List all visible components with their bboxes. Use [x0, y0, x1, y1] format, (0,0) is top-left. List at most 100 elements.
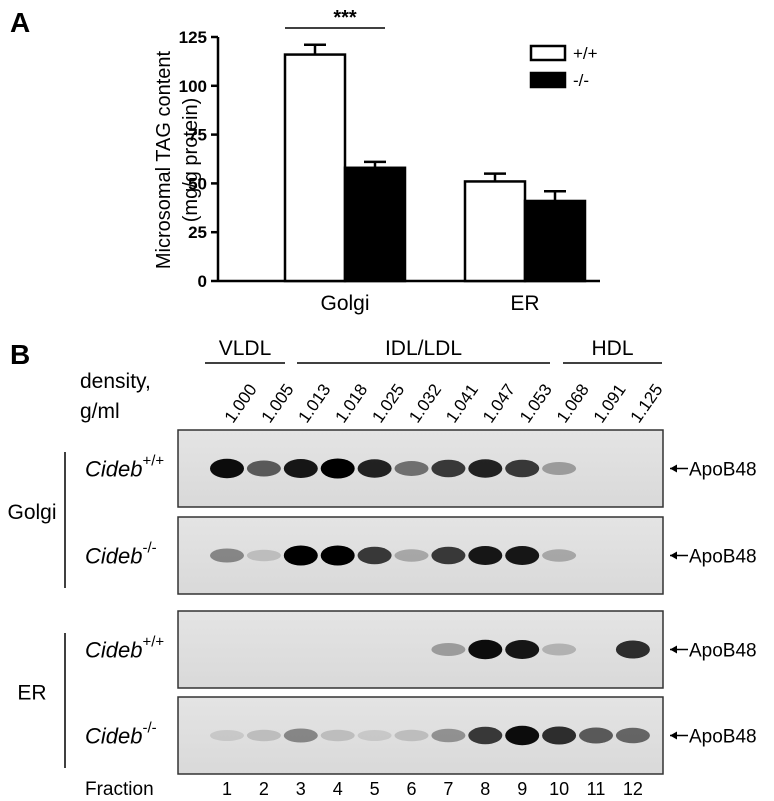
density-value: 1.125 — [627, 381, 667, 427]
blot-band — [357, 546, 392, 565]
fraction-number: 10 — [549, 779, 569, 799]
density-label: g/ml — [80, 400, 120, 423]
density-label: density, — [80, 370, 151, 393]
legend-label: -/- — [573, 71, 589, 90]
blot-image — [177, 516, 664, 595]
legend-label: +/+ — [573, 44, 598, 63]
genotype-label: Cideb+/+ — [85, 634, 164, 663]
blot-band — [579, 727, 613, 744]
blot-band — [320, 545, 355, 566]
y-axis-label: Microsomal TAG content — [153, 50, 175, 269]
y-tick-label: 25 — [188, 223, 207, 242]
genotype-label: Cideb-/- — [85, 720, 157, 749]
y-tick-label: 0 — [198, 272, 207, 291]
fraction-number: 8 — [480, 779, 490, 799]
error-bar — [484, 172, 506, 182]
density-value: 1.000 — [221, 381, 261, 427]
blot-band — [615, 727, 650, 744]
density-value: 1.005 — [258, 381, 298, 427]
genotype-label: Cideb+/+ — [85, 453, 164, 482]
blot-band — [542, 549, 577, 562]
fraction-number: 4 — [333, 779, 343, 799]
blot-image — [177, 610, 664, 689]
blot-band — [210, 730, 244, 741]
fraction-group-label: HDL — [591, 337, 633, 360]
genotype-superscript: -/- — [142, 720, 156, 737]
genotype-label: Cideb-/- — [85, 540, 157, 569]
panel-label: A — [10, 7, 30, 38]
genotype-name: Cideb — [85, 638, 142, 663]
fraction-number: 12 — [623, 779, 643, 799]
significance-label: *** — [333, 7, 357, 29]
blot-band — [468, 546, 503, 565]
blot-band — [246, 549, 281, 562]
density-value: 1.013 — [295, 381, 335, 427]
band-label: ApoB48 — [689, 727, 757, 748]
band-label: ApoB48 — [689, 547, 757, 568]
bar — [343, 166, 407, 283]
blot-band — [468, 639, 503, 660]
density-value: 1.041 — [442, 381, 482, 427]
y-tick-label: 125 — [179, 28, 207, 47]
blot-band — [505, 546, 540, 565]
blot-band — [210, 548, 244, 563]
blot-band — [542, 462, 577, 475]
genotype-superscript: +/+ — [142, 634, 164, 651]
fraction-number: 3 — [296, 779, 306, 799]
density-value: 1.025 — [368, 381, 408, 427]
legend-swatch — [529, 71, 567, 89]
blot-band — [283, 728, 318, 743]
blot-band — [431, 546, 466, 565]
blot-band — [394, 729, 429, 742]
band-arrowhead — [670, 551, 677, 560]
blot-band — [542, 643, 577, 656]
y-tick-label: 50 — [188, 174, 207, 193]
band-arrowhead — [670, 464, 677, 473]
bar — [523, 199, 587, 283]
blot-band — [468, 459, 503, 478]
blot-band — [431, 643, 466, 656]
blot-band — [431, 728, 466, 743]
blot-band — [468, 726, 503, 745]
density-value: 1.068 — [553, 381, 593, 427]
band-arrowhead — [670, 645, 677, 654]
blot-band — [505, 459, 540, 478]
fraction-number: 6 — [406, 779, 416, 799]
blot-band — [357, 459, 392, 478]
fraction-number: 2 — [259, 779, 269, 799]
fraction-number: 9 — [517, 779, 527, 799]
blot-band — [320, 729, 355, 742]
x-tick-label: Golgi — [320, 292, 369, 315]
density-value: 1.032 — [405, 381, 445, 427]
blot-band — [357, 730, 392, 741]
blot-band — [210, 458, 244, 479]
blot-band — [283, 545, 318, 566]
blot-band — [246, 460, 281, 477]
blot-band — [431, 459, 466, 478]
blot-band — [246, 729, 281, 742]
genotype-name: Cideb — [85, 457, 142, 482]
blot-band — [283, 459, 318, 478]
fraction-number: 11 — [587, 779, 606, 799]
fraction-group-label: VLDL — [219, 337, 272, 360]
genotype-superscript: +/+ — [142, 453, 164, 470]
y-tick-label: 75 — [188, 126, 207, 145]
density-value: 1.053 — [516, 381, 556, 427]
bar — [283, 53, 347, 283]
fraction-number: 1 — [222, 779, 232, 799]
blot-band — [542, 726, 577, 745]
organelle-label: Golgi — [7, 501, 56, 524]
y-tick-label: 100 — [179, 77, 207, 96]
fraction-number: 7 — [443, 779, 453, 799]
blot-band — [394, 549, 429, 562]
fraction-number: 5 — [370, 779, 380, 799]
blot-band — [615, 640, 650, 659]
error-bar — [544, 189, 566, 201]
blot-band — [505, 725, 540, 746]
blot-band — [394, 461, 429, 476]
genotype-name: Cideb — [85, 544, 142, 569]
density-value: 1.091 — [590, 381, 630, 427]
band-label: ApoB48 — [689, 460, 757, 481]
